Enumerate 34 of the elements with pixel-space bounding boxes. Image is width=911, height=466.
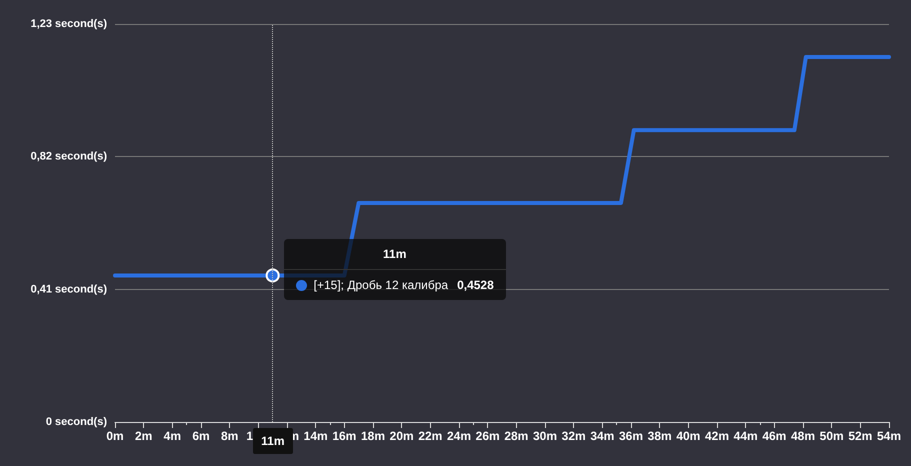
x-tick-label: 30m — [532, 429, 558, 443]
x-tick-label: 32m — [562, 429, 586, 443]
x-tick-label: 6m — [192, 429, 210, 443]
x-tick-label: 52m — [848, 429, 872, 443]
x-tick-label: 54m — [876, 429, 902, 443]
x-tick-label: 22m — [418, 429, 442, 443]
x-tick-label: 40m — [676, 429, 700, 443]
x-tick-label: 24m — [446, 429, 472, 443]
x-tick-label: 46m — [762, 429, 786, 443]
x-tick-label: 36m — [618, 429, 644, 443]
y-tick-label: 1,23 second(s) — [30, 18, 108, 30]
y-tick-label: 0,41 second(s) — [30, 283, 108, 296]
y-tick-label: 0,82 second(s) — [30, 150, 108, 163]
x-tick-label: 20m — [390, 429, 414, 443]
y-tick-label: 0 second(s) — [46, 416, 108, 428]
x-tick-label: 4m — [164, 429, 182, 443]
x-tick-label: 18m — [360, 429, 386, 443]
x-tick-label: 14m — [304, 429, 328, 443]
x-tick-label: 34m — [590, 429, 614, 443]
x-tick-label: 50m — [820, 429, 844, 443]
x-tick-label: 2m — [134, 429, 152, 443]
x-tick-label: 28m — [504, 429, 528, 443]
annotation: 11m — [284, 239, 506, 270]
legend-label: [+15]; Дробь 12 калибра — [314, 278, 448, 292]
x-tick-label: 38m — [648, 429, 672, 443]
text: 11m — [261, 434, 285, 448]
data-label: 0,4528 — [457, 278, 494, 292]
x-tick-label: 8m — [220, 429, 238, 443]
x-tick-label: 16m — [332, 429, 356, 443]
x-tick-label: 26m — [476, 429, 500, 443]
x-tick-label: 44m — [734, 429, 758, 443]
x-tick-label: 0m — [106, 429, 124, 443]
x-tick-label: 42m — [704, 429, 730, 443]
x-tick-label: 48m — [790, 429, 816, 443]
